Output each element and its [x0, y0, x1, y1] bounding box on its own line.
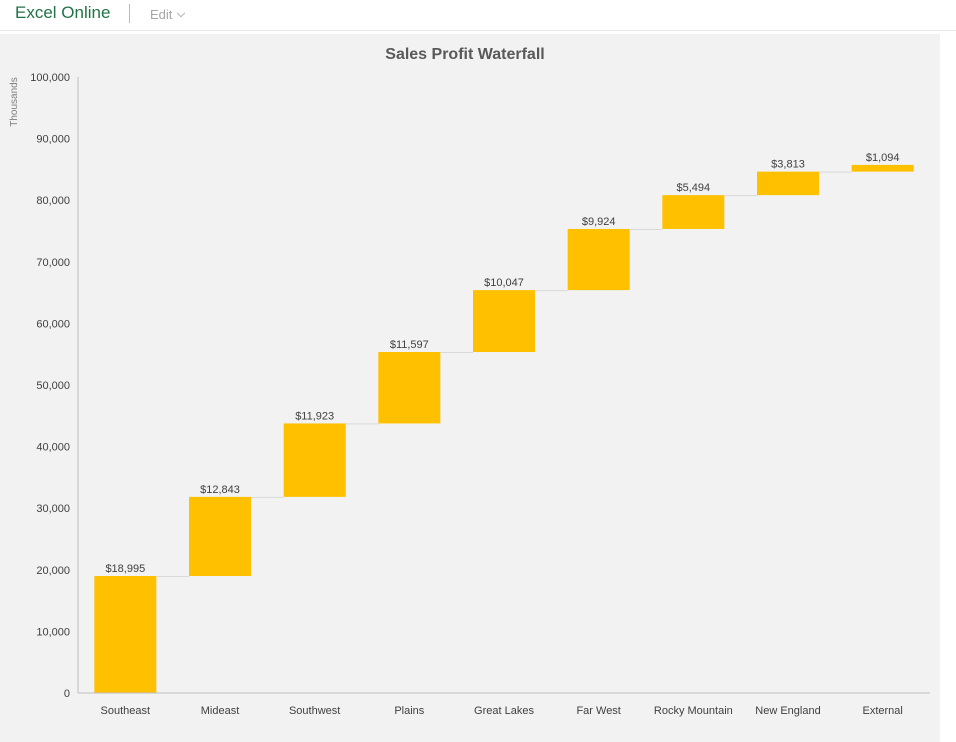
y-tick-label: 80,000 — [36, 195, 70, 207]
y-tick-label: 30,000 — [36, 503, 70, 515]
x-tick-label: Rocky Mountain — [654, 705, 733, 717]
waterfall-bar — [94, 575, 157, 693]
data-label: $11,923 — [295, 410, 334, 422]
y-tick-label: 90,000 — [36, 134, 70, 146]
x-tick-label: External — [862, 705, 902, 717]
edit-menu-button[interactable]: Edit — [150, 7, 186, 22]
y-tick-label: 40,000 — [36, 442, 70, 454]
data-label: $1,094 — [866, 152, 900, 164]
y-tick-label: 10,000 — [36, 626, 70, 638]
chart-area: Sales Profit Waterfall Thousands 0 10,000… — [0, 34, 940, 742]
plot-area: $18,995 $12,843 $11,923 $11,597 $10,047 $9,92… — [94, 152, 914, 693]
data-label: $11,597 — [390, 339, 429, 351]
x-tick-label: Mideast — [201, 705, 240, 717]
x-tick-label: New England — [755, 705, 820, 717]
y-axis: 0 10,000 20,000 30,000 40,000 50,000 60,000 70,… — [30, 72, 79, 700]
x-tick-label: Southwest — [289, 705, 340, 717]
waterfall-bar — [283, 423, 346, 497]
edit-menu-label: Edit — [150, 7, 173, 22]
app-header: Excel Online Edit — [0, 0, 956, 31]
data-label: $9,924 — [582, 216, 616, 228]
y-tick-label: 60,000 — [36, 318, 70, 330]
y-tick-label: 0 — [64, 688, 70, 700]
waterfall-bar — [567, 228, 630, 291]
waterfall-bar — [851, 164, 914, 172]
data-label: $5,494 — [677, 182, 711, 194]
y-tick-label: 20,000 — [36, 565, 70, 577]
waterfall-chart: Sales Profit Waterfall Thousands 0 10,000… — [9, 46, 930, 717]
chevron-down-icon — [177, 8, 186, 18]
waterfall-bar — [756, 171, 820, 196]
x-tick-label: Plains — [394, 705, 424, 717]
data-label: $3,813 — [771, 159, 805, 171]
y-axis-title: Thousands — [9, 77, 20, 126]
x-tick-label: Southeast — [101, 705, 151, 717]
x-tick-label: Far West — [576, 705, 620, 717]
y-tick-label: 100,000 — [30, 72, 70, 84]
chart-title: Sales Profit Waterfall — [385, 46, 544, 63]
y-tick-label: 70,000 — [36, 257, 70, 269]
waterfall-bar — [378, 351, 441, 424]
data-label: $18,995 — [105, 563, 145, 575]
data-label: $12,843 — [200, 484, 240, 496]
data-label: $10,047 — [484, 277, 524, 289]
waterfall-bar — [188, 496, 252, 576]
waterfall-bar — [662, 195, 725, 229]
y-tick-label: 50,000 — [36, 380, 70, 392]
x-tick-label: Great Lakes — [474, 705, 534, 717]
app-title[interactable]: Excel Online — [15, 3, 111, 22]
header-divider — [129, 4, 130, 23]
waterfall-bar — [472, 290, 536, 352]
x-axis: Southeast Mideast Southwest Plains Great Lak… — [78, 692, 930, 717]
